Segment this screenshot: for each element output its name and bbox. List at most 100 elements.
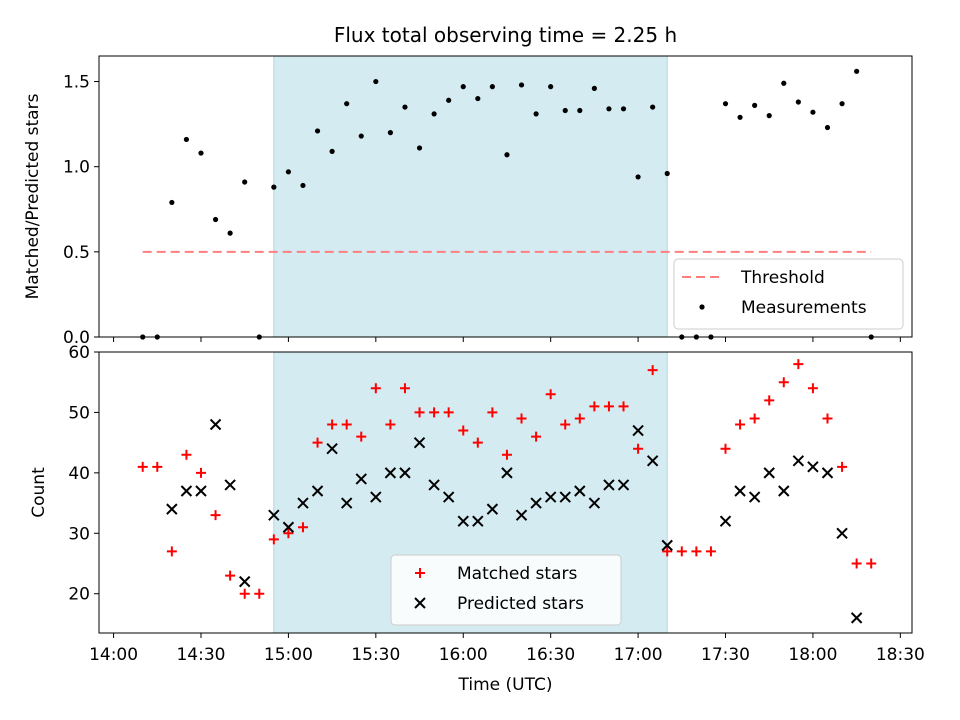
predicted-star-point bbox=[340, 497, 353, 509]
matched-star-point bbox=[472, 437, 483, 448]
matched-star-point bbox=[603, 401, 614, 412]
matched-star-point bbox=[443, 407, 454, 418]
measurement-point bbox=[475, 95, 481, 102]
predicted-star-point bbox=[224, 479, 236, 491]
matched-star-point bbox=[574, 413, 585, 424]
measurement-point bbox=[606, 106, 612, 112]
x-tick-label: 16:30 bbox=[526, 645, 575, 665]
predicted-star-point bbox=[544, 491, 557, 503]
predicted-star-point bbox=[442, 491, 455, 503]
x-axis-label: Time (UTC) bbox=[458, 675, 553, 695]
measurement-point bbox=[664, 170, 670, 177]
x-tick-label: 18:00 bbox=[788, 645, 837, 665]
measurement-point bbox=[854, 68, 860, 74]
matched-star-point bbox=[487, 407, 498, 418]
predicted-star-point bbox=[588, 497, 601, 509]
measurement-point bbox=[533, 111, 539, 117]
predicted-star-point bbox=[457, 515, 469, 527]
matched-star-point bbox=[720, 443, 731, 454]
matched-star-point bbox=[589, 401, 600, 412]
x-tick-label: 14:00 bbox=[89, 645, 138, 665]
matched-star-point bbox=[166, 546, 177, 557]
matched-star-point bbox=[749, 413, 760, 424]
top-y-axis: 0.0 0.5 1.0 1.5 bbox=[63, 73, 99, 348]
top-y-tick-label: 0.5 bbox=[63, 243, 90, 263]
measurement-point bbox=[824, 124, 831, 131]
top-axes-frame bbox=[98, 55, 913, 338]
measurement-point bbox=[839, 101, 845, 107]
measurement-point bbox=[591, 85, 597, 91]
matched-star-point bbox=[822, 413, 833, 424]
bottom-y-tick-label: 60 bbox=[68, 343, 90, 363]
predicted-star-point bbox=[617, 479, 630, 491]
measurement-point bbox=[387, 130, 393, 136]
measurement-point bbox=[242, 179, 248, 185]
measurement-point bbox=[329, 148, 335, 154]
measurement-point bbox=[766, 113, 772, 119]
measurement-point bbox=[737, 114, 743, 120]
bottom-axes-frame bbox=[98, 351, 913, 634]
matched-star-point bbox=[647, 365, 658, 376]
bottom-y-tick-label: 50 bbox=[68, 403, 90, 423]
measurement-point bbox=[373, 78, 379, 85]
x-tick-label: 17:00 bbox=[614, 645, 663, 665]
matched-star-point bbox=[356, 431, 367, 442]
predicted-star-point bbox=[355, 473, 367, 485]
measurement-point bbox=[402, 104, 408, 110]
predicted-star-point bbox=[180, 485, 193, 497]
top-y-tick-label: 1.5 bbox=[63, 73, 90, 93]
matched-star-point bbox=[764, 395, 775, 406]
measurement-point bbox=[212, 216, 219, 223]
measurement-point bbox=[504, 152, 510, 158]
bottom-marks bbox=[137, 359, 877, 624]
matched-star-point bbox=[370, 383, 381, 394]
top-y-tick-label: 1.0 bbox=[63, 158, 90, 178]
bottom-x-axis: 14:00 14:30 15:00 15:30 16:00 16:30 17:00 17:30… bbox=[89, 633, 925, 665]
measurement-point bbox=[300, 182, 306, 189]
matched-star-point bbox=[341, 419, 352, 430]
matched-star-point bbox=[662, 546, 673, 557]
matched-star-point bbox=[283, 528, 294, 539]
predicted-star-point bbox=[472, 515, 484, 527]
matched-star-point bbox=[676, 546, 687, 557]
measurement-point bbox=[416, 145, 423, 151]
bottom-y-tick-label: 30 bbox=[68, 524, 90, 544]
predicted-star-point bbox=[646, 455, 659, 467]
predicted-star-point bbox=[238, 575, 251, 588]
predicted-star-point bbox=[574, 485, 586, 497]
measurement-point bbox=[548, 84, 554, 90]
bottom-y-tick-label: 40 bbox=[68, 464, 90, 484]
measurement-point bbox=[446, 97, 452, 103]
predicted-star-point bbox=[632, 424, 644, 437]
legend-threshold-label: Threshold bbox=[740, 268, 825, 288]
predicted-star-point bbox=[326, 442, 338, 455]
predicted-star-point bbox=[559, 491, 571, 503]
predicted-star-point bbox=[399, 467, 411, 479]
measurement-point bbox=[577, 107, 583, 114]
legend-predicted-label: Predicted stars bbox=[457, 594, 584, 614]
predicted-star-point bbox=[515, 509, 528, 521]
predicted-star-point bbox=[370, 491, 382, 503]
matched-star-point bbox=[735, 419, 746, 430]
predicted-star-point bbox=[413, 436, 426, 449]
predicted-star-point bbox=[297, 497, 309, 509]
bottom-legend: Matched stars Predicted stars bbox=[390, 554, 622, 626]
matched-star-point bbox=[691, 546, 702, 557]
measurement-point bbox=[518, 82, 525, 88]
predicted-star-point bbox=[836, 527, 848, 539]
predicted-star-point bbox=[603, 479, 615, 491]
matched-star-point bbox=[531, 431, 542, 442]
x-tick-label: 15:30 bbox=[351, 645, 400, 665]
matched-star-point bbox=[195, 467, 206, 478]
top-legend-box bbox=[673, 258, 904, 330]
predicted-star-point bbox=[428, 479, 440, 491]
predicted-star-point bbox=[778, 485, 790, 497]
measurement-point bbox=[795, 99, 801, 105]
x-tick-label: 16:00 bbox=[439, 645, 488, 665]
predicted-star-point bbox=[282, 521, 295, 533]
x-tick-label: 17:30 bbox=[701, 645, 750, 665]
top-observing-window bbox=[273, 55, 668, 338]
matched-star-point bbox=[705, 546, 716, 557]
predicted-star-point bbox=[734, 485, 746, 497]
matched-star-point bbox=[458, 425, 469, 436]
